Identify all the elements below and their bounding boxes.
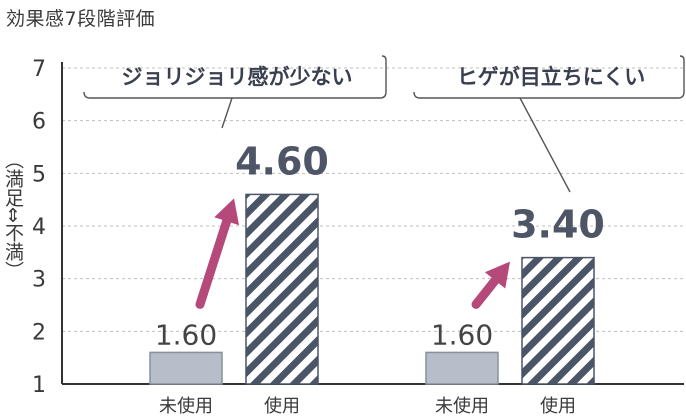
- callout-text: ヒゲが目立ちにくい: [457, 65, 646, 89]
- arrow-shaft: [471, 275, 500, 309]
- callout-text: ジョリジョリ感が少ない: [122, 65, 353, 89]
- arrow-head: [484, 261, 510, 289]
- category-label: 使用: [264, 396, 300, 417]
- y-tick-label: 3: [32, 268, 46, 293]
- arrow-head: [214, 198, 240, 226]
- bar: [521, 256, 595, 385]
- arrow-shaft: [195, 216, 232, 309]
- y-tick-label: 5: [32, 162, 46, 187]
- data-label: 1.60: [155, 318, 217, 351]
- y-tick-label: 1: [32, 373, 46, 398]
- y-tick-label: 4: [32, 215, 46, 240]
- data-label: 1.60: [431, 318, 493, 351]
- bar: [245, 193, 319, 385]
- callout-bracket: [83, 55, 387, 99]
- y-tick-label: 2: [32, 320, 46, 345]
- callout-leader: [221, 97, 233, 129]
- y-tick-label: 6: [32, 110, 46, 135]
- data-label: 4.60: [235, 139, 329, 183]
- y-axis-label: （満足⇔不満）: [2, 150, 24, 280]
- chart-title: 効果感7段階評価: [6, 8, 156, 30]
- callout-leader: [519, 97, 571, 193]
- y-tick-label: 7: [32, 57, 46, 82]
- callout-bracket: [413, 55, 685, 99]
- bar: [425, 351, 499, 385]
- category-label: 未使用: [435, 396, 489, 417]
- category-label: 使用: [540, 396, 576, 417]
- category-label: 未使用: [159, 396, 213, 417]
- bar: [149, 351, 223, 385]
- data-label: 3.40: [511, 203, 605, 247]
